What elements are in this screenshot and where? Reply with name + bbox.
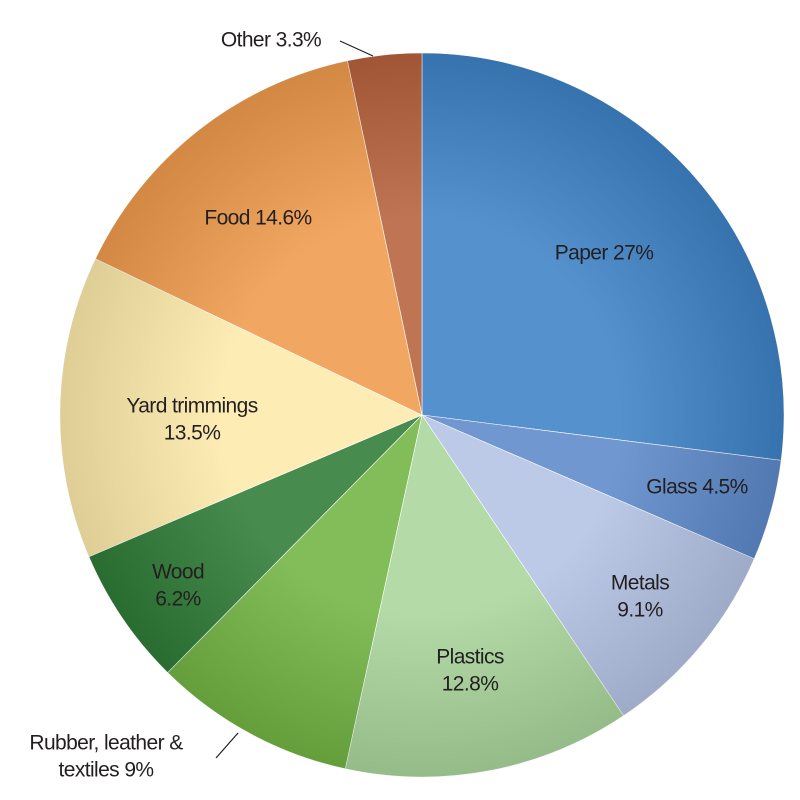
slice-label: Glass 4.5% [646, 473, 748, 500]
slice-label: Rubber, leather & textiles 9% [19, 730, 194, 785]
value-label: 6.2% [155, 588, 201, 611]
category-label: Paper [554, 241, 609, 265]
slice-label: Wood 6.2% [151, 559, 205, 614]
value-label: 27% [613, 241, 654, 265]
category-label: Metals [610, 571, 670, 595]
slice-label: Other 3.3% [220, 26, 322, 53]
value-label: 4.5% [702, 475, 748, 499]
leader-line [339, 40, 374, 57]
slice-label: Yard trimmings 13.5% [126, 393, 258, 448]
slice-label: Metals 9.1% [610, 570, 670, 625]
category-label: Glass [646, 475, 697, 499]
slice-label: Plastics 12.8% [436, 644, 504, 699]
category-label: Other [220, 28, 271, 52]
category-label: Plastics [436, 645, 504, 669]
category-label: Rubber, leather & textiles [29, 731, 183, 782]
value-label: 9% [124, 759, 154, 782]
category-label: Food [204, 206, 250, 230]
category-label: Wood [151, 560, 205, 584]
value-label: 12.8% [441, 673, 499, 696]
value-label: 9.1% [617, 599, 663, 622]
slice-label: Food 14.6% [204, 204, 312, 231]
category-label: Yard trimmings [126, 394, 258, 418]
leader-line [215, 732, 239, 759]
value-label: 3.3% [275, 28, 322, 52]
slice-label: Paper 27% [555, 239, 654, 266]
value-label: 14.6% [255, 206, 312, 230]
value-label: 13.5% [163, 422, 221, 445]
